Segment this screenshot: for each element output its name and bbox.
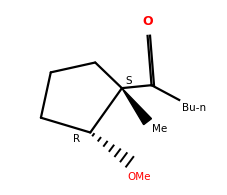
Polygon shape (122, 88, 151, 125)
Text: R: R (72, 135, 80, 144)
Text: OMe: OMe (128, 172, 151, 182)
Text: Me: Me (152, 124, 167, 134)
Text: S: S (126, 76, 133, 86)
Text: O: O (142, 15, 153, 28)
Text: Bu-n: Bu-n (182, 103, 206, 113)
